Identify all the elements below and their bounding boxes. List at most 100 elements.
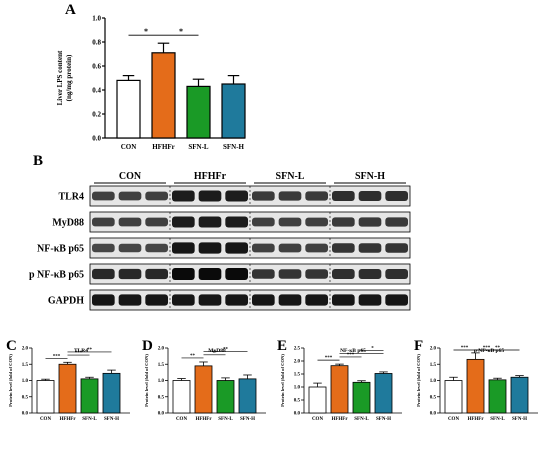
blot-band — [225, 190, 248, 202]
blot-group-label: CON — [119, 171, 142, 182]
chart-c: 0.0 0.5 1.0 1.5 2.0 Protein level (fold of CO… — [8, 347, 130, 422]
blot-row-label: p NF-κB p65 — [29, 270, 84, 281]
y-tick-label: 1.0 — [158, 379, 165, 384]
blot-band — [172, 294, 195, 306]
panel-letter-e: E — [277, 338, 287, 354]
chart-e: 0.0 0.5 1.0 1.5 2.0 2.5 Protein level (fold of… — [280, 347, 402, 422]
blot-band — [278, 243, 302, 253]
significance-label: *** — [347, 353, 355, 358]
blot-band — [225, 242, 248, 254]
western-blot: CON HFHFr SFN-L SFN-H TLR4 MyD88 NF-κB p65 p NF… — [29, 171, 411, 311]
y-tick-label: 0.8 — [92, 39, 101, 47]
blot-band — [92, 217, 115, 227]
blot-group-label: SFN-L — [276, 171, 305, 182]
chart-title: NF-κB p65 — [340, 348, 366, 354]
y-tick-label: 0.0 — [92, 135, 101, 143]
blot-band — [278, 269, 302, 279]
blot-band — [172, 190, 195, 202]
blot-band — [385, 217, 408, 227]
chart-a: 0.0 0.2 0.4 0.6 0.8 1.0 Liver LPS content (ng/m… — [56, 15, 246, 151]
x-tick-label: SFN-L — [188, 143, 209, 151]
bar-con — [36, 380, 55, 414]
blot-band — [332, 269, 355, 279]
x-tick-label: CON — [448, 417, 460, 422]
significance-label: * — [179, 27, 183, 36]
blot-band — [198, 242, 222, 254]
bar-sfn-h — [238, 378, 257, 414]
significance-label: *** — [325, 356, 333, 361]
chart-f: 0.0 0.5 1.0 1.5 2.0 Protein level (fold of CO… — [416, 346, 538, 422]
panel-letter-c: C — [6, 338, 17, 354]
x-tick-label: HFHFr — [59, 417, 76, 422]
chart-d: 0.0 0.5 1.0 1.5 2.0 Protein level (fold of CO… — [144, 347, 266, 422]
blot-row-label: MyD88 — [52, 218, 84, 229]
x-tick-label: SFN-H — [376, 417, 391, 422]
y-tick-label: 0.0 — [22, 412, 29, 417]
panel-letter-a: A — [65, 2, 76, 18]
x-tick-label: CON — [312, 417, 324, 422]
blot-band — [198, 268, 222, 280]
bar-hfhfr — [330, 365, 349, 414]
bar-sfn-l — [352, 381, 371, 414]
blot-band — [332, 294, 355, 306]
blot-band — [225, 294, 248, 306]
x-tick-label: HFHFr — [467, 417, 484, 422]
bar-con — [116, 79, 141, 139]
blot-band — [252, 243, 275, 253]
x-tick-label: SFN-L — [82, 417, 97, 422]
blot-band — [332, 191, 355, 201]
blot-band — [145, 268, 168, 280]
bar-sfn-l — [488, 379, 507, 414]
y-tick-label: 0.2 — [92, 111, 101, 119]
panel-letter-b: B — [33, 153, 43, 169]
blot-band — [305, 191, 328, 201]
significance-label: * — [360, 350, 363, 355]
y-axis-label: Protein level (fold of CON) — [280, 354, 285, 407]
bar-sfn-l — [186, 85, 211, 139]
significance-label: ** — [212, 351, 218, 356]
bar-sfn-l — [80, 378, 99, 414]
x-tick-label: CON — [176, 417, 188, 422]
y-tick-label: 0.6 — [92, 63, 101, 71]
significance-label: *** — [483, 346, 491, 351]
x-tick-label: SFN-H — [240, 417, 255, 422]
blot-band — [118, 217, 142, 227]
bar-hfhfr — [58, 363, 77, 414]
blot-band — [332, 243, 355, 253]
significance-label: *** — [461, 346, 469, 351]
blot-band — [385, 294, 408, 306]
significance-label: * — [371, 347, 374, 352]
y-tick-label: 0.0 — [158, 412, 165, 417]
blot-band — [358, 269, 382, 279]
y-tick-label: 1.0 — [22, 379, 29, 384]
significance-label: *** — [53, 354, 61, 359]
y-tick-label: 0.0 — [430, 412, 437, 417]
x-tick-label: SFN-H — [104, 417, 119, 422]
bar-con — [444, 380, 463, 414]
chart-title: TLR4 — [74, 348, 88, 354]
y-tick-label: 2.0 — [158, 347, 165, 352]
blot-band — [118, 243, 142, 253]
x-tick-label: SFN-L — [354, 417, 369, 422]
bar-hfhfr — [194, 365, 213, 414]
x-tick-label: SFN-H — [512, 417, 527, 422]
blot-band — [358, 191, 382, 201]
bar-hfhfr — [466, 358, 485, 414]
y-tick-label: 1.5 — [294, 373, 301, 378]
significance-label: *** — [75, 351, 83, 356]
blot-band — [172, 268, 195, 280]
significance-label: ** — [190, 354, 196, 359]
y-tick-label: 1.0 — [430, 379, 437, 384]
y-axis-label: Protein level (fold of CON) — [416, 354, 421, 407]
y-tick-label: 0.5 — [158, 395, 165, 400]
y-tick-label: 0.5 — [430, 395, 437, 400]
y-tick-label: 2.0 — [22, 347, 29, 352]
blot-band — [305, 243, 328, 253]
blot-row-label: GAPDH — [48, 296, 84, 307]
blot-band — [252, 294, 275, 306]
blot-row-label: NF-κB p65 — [37, 244, 84, 255]
panel-letter-f: F — [414, 338, 423, 354]
blot-band — [225, 268, 248, 280]
x-tick-label: HFHFr — [195, 417, 212, 422]
blot-band — [278, 217, 302, 227]
